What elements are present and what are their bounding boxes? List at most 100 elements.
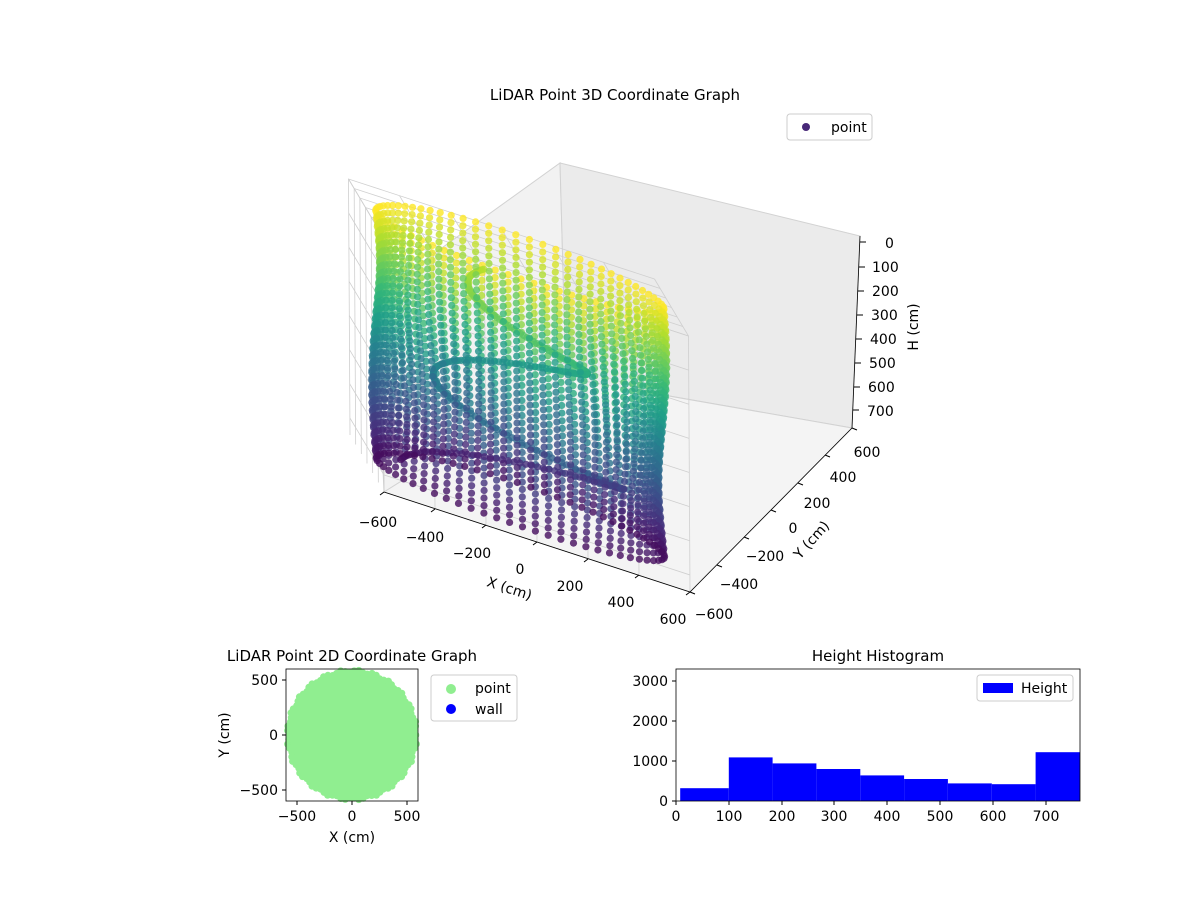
plot3d-point [607,307,615,315]
plot3d-point [601,393,609,401]
plot3d-point [463,404,471,412]
plot3d-point [449,452,457,460]
plot2d-point [288,671,416,799]
plot3d-point [415,323,423,332]
plot3d-point [417,205,425,213]
plot3d-point [627,546,635,554]
plot3d-point [631,385,639,393]
plot3d-x-axis-label: X (cm) [485,574,534,604]
plot3d-point [634,493,643,501]
plot3d-point [538,354,546,362]
plot3d-z-ticks: 0 100 200 300 400 500 600 700 [853,236,899,420]
plot3d-point [527,438,535,446]
plot3d-point [390,442,398,450]
plot3d-point [418,362,426,370]
plot3d-point [512,329,521,338]
plot3d-point [388,296,396,304]
plot3d-point [531,393,540,402]
plot3d-point [599,355,607,363]
plot3d-point [636,540,644,548]
plot3d-point [525,296,534,304]
plot3d-point [619,500,627,508]
plot3d-point [554,471,562,479]
plot3d-point [467,504,475,512]
plot3d-point [606,534,614,543]
plot3d-point [621,380,629,388]
plot3d-point [486,313,494,321]
plot3d-point [653,325,661,333]
plot3d-point [421,462,429,470]
plot3d-point [587,335,595,343]
plot3d-point [462,344,470,352]
plot3d-point [389,201,397,209]
plot3d-point [424,235,432,244]
plot3d-point [389,349,398,357]
plot3d-point [540,488,549,496]
plot3d-point [611,375,619,383]
plot3d-point [651,309,659,317]
plot3d-point [579,466,587,474]
plot3d-point [525,319,534,327]
plot3d-point [513,345,521,353]
plot3d-point [617,537,625,545]
plot3d-point [452,266,460,275]
plot3d-point [597,310,605,318]
plot3d-point [531,520,539,528]
plot3d-point [461,448,469,456]
histogram-x-ticks: 0 100 200 300 400 500 600 700 [672,801,1059,825]
plot3d-point [435,223,444,231]
plot3d-point [579,458,587,466]
plot3d-ztick-label: 400 [870,332,897,348]
plot3d-point [401,210,409,218]
histogram-bar [948,783,992,801]
plot3d-point [396,327,404,336]
plot3d-point [380,395,388,403]
plot3d-point [586,313,594,321]
plot3d-point [525,349,534,357]
plot3d-point [612,458,621,466]
plot3d-point [531,497,540,505]
plot3d-point [420,431,428,439]
plot3d-point [400,224,408,232]
plot3d-point [624,293,633,302]
plot3d-point [613,421,621,429]
plot3d-point [446,248,454,256]
plot3d-point [565,401,573,409]
plot3d-point [397,253,405,261]
plot3d-point [480,453,488,461]
plot3d-point [613,413,621,421]
plot3d-point [638,286,647,295]
plot3d-point [575,338,583,346]
plot3d-point [612,398,620,406]
plot3d-point [392,463,400,471]
plot3d-point [635,486,643,494]
plot3d-point [436,313,444,322]
plot3d-point [455,492,463,500]
plot3d-point [512,231,520,239]
plot3d-point [612,466,620,474]
plot3d-point [525,342,534,350]
plot3d-point [385,260,393,268]
plot3d-point [540,436,548,444]
histogram-xtick-label: 500 [927,809,954,825]
plot3d-point [613,451,621,459]
plot3d-point [435,245,443,253]
plot3d-point [531,355,539,363]
plot3d-point [383,356,391,364]
plot3d-point [487,374,495,382]
plot3d-point [500,474,508,482]
plot3d-point [564,273,572,281]
plot3d-point [601,386,609,394]
plot3d-point [475,370,483,378]
plot3d-point [551,261,560,269]
plot3d-point [586,305,594,313]
plot3d-point [563,348,571,356]
plot3d-point [389,434,398,442]
plot3d-point [432,460,440,468]
plot3d-point [440,420,448,428]
histogram-ytick-label: 0 [659,794,668,810]
plot3d-ztick-label: 600 [868,380,895,396]
plot3d-point [513,397,521,405]
plot3d-point [437,321,445,329]
plot3d-point [384,372,392,380]
